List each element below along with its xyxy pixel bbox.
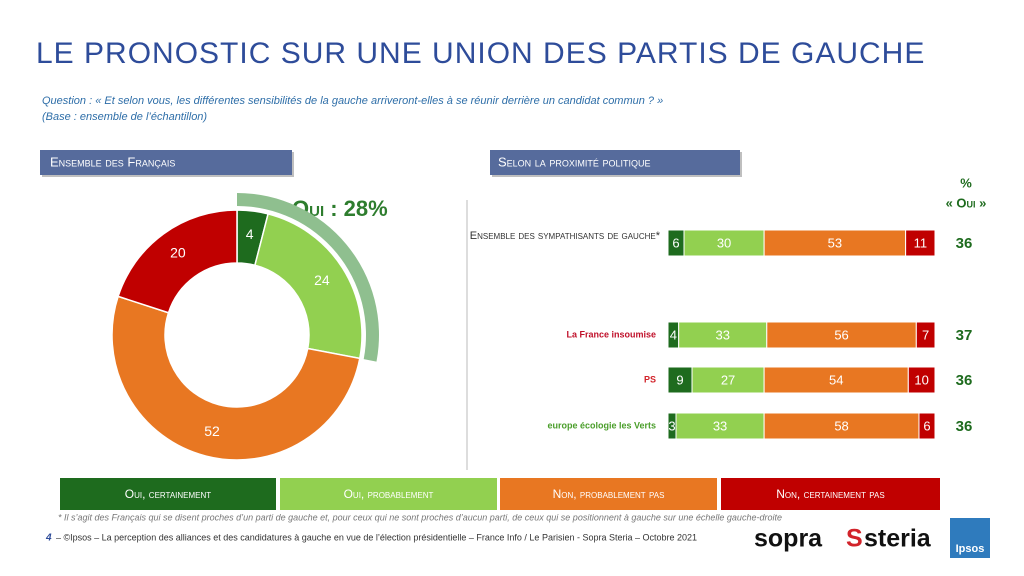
footnote: * Il s’agit des Français qui se disent p…	[58, 512, 782, 522]
donut-segment	[253, 213, 363, 360]
total-value: 36	[956, 235, 973, 252]
bar-label: 6	[923, 418, 930, 433]
bar-label: 4	[670, 327, 677, 342]
slide-title: LE PRONOSTIC SUR UNE UNION DES PARTIS DE…	[36, 37, 925, 70]
logo-sopra: sopra	[754, 525, 823, 553]
bar-segment	[683, 229, 765, 257]
legend-label: Oui, certainement	[125, 487, 211, 501]
bar-label: 3	[668, 418, 675, 433]
totals-header: %	[960, 175, 972, 190]
donut-segment	[117, 209, 238, 314]
legend-swatch	[721, 478, 940, 510]
bar-label: 7	[922, 327, 929, 342]
bar-label: 30	[717, 235, 731, 250]
section-title: Ensemble des Français	[50, 154, 175, 169]
bar-label: 27	[721, 372, 735, 387]
bar-label: 6	[672, 235, 679, 250]
bar-segment	[678, 321, 768, 349]
total-value: 37	[956, 327, 973, 344]
totals-header: « Oui »	[946, 195, 987, 210]
bar-segment	[675, 412, 765, 440]
donut-segment	[111, 295, 361, 461]
ipsos-text: Ipsos	[956, 543, 985, 555]
bar-label: 11	[914, 235, 928, 250]
category-logo: PS	[644, 374, 656, 384]
total-value: 36	[956, 418, 973, 435]
bar-segment	[763, 229, 907, 257]
category-logo: europe écologie les Verts	[547, 420, 656, 430]
ipsos-logo	[950, 518, 990, 558]
section-header	[40, 150, 292, 175]
annotation-arc	[237, 193, 379, 362]
bar-segment	[766, 321, 917, 349]
legend-swatch	[500, 478, 717, 510]
bar-label: 53	[828, 235, 842, 250]
bar-segment	[691, 366, 765, 394]
question: Question : « Et selon vous, les différen…	[42, 95, 663, 107]
legend-swatch	[60, 478, 276, 510]
bar-label: 10	[914, 372, 928, 387]
section-header	[490, 150, 740, 175]
bar-segment	[918, 412, 936, 440]
bar-label: 56	[834, 327, 848, 342]
segment-label: 4	[246, 226, 254, 242]
page-number: 4	[45, 533, 52, 544]
base: (Base : ensemble de l’échantillon)	[42, 111, 207, 123]
legend-label: Non, certainement pas	[776, 487, 884, 501]
logo-steria: steria	[864, 525, 932, 553]
bar-segment	[915, 321, 936, 349]
logo-mark: S	[846, 525, 863, 553]
category-label: Ensemble des sympathisants de gauche*	[469, 230, 660, 242]
bar-segment	[907, 366, 936, 394]
bar-label: 9	[676, 372, 683, 387]
segment-label: 52	[204, 423, 220, 439]
bar-segment	[905, 229, 936, 257]
legend-label: Non, probablement pas	[553, 487, 665, 501]
bar-segment	[763, 412, 920, 440]
bar-label: 33	[716, 327, 730, 342]
bar-label: 58	[834, 418, 848, 433]
section-title: Selon la proximité politique	[498, 154, 651, 169]
total-value: 36	[956, 372, 973, 389]
legend-swatch	[280, 478, 497, 510]
footer: – ©Ipsos – La perception des alliances e…	[56, 532, 697, 542]
category-logo: La France insoumise	[566, 329, 656, 339]
segment-label: 20	[170, 244, 186, 260]
bar-label: 54	[829, 372, 843, 387]
bar-label: 33	[713, 418, 727, 433]
legend-label: Oui, probablement	[344, 487, 434, 501]
segment-label: 24	[314, 272, 330, 288]
